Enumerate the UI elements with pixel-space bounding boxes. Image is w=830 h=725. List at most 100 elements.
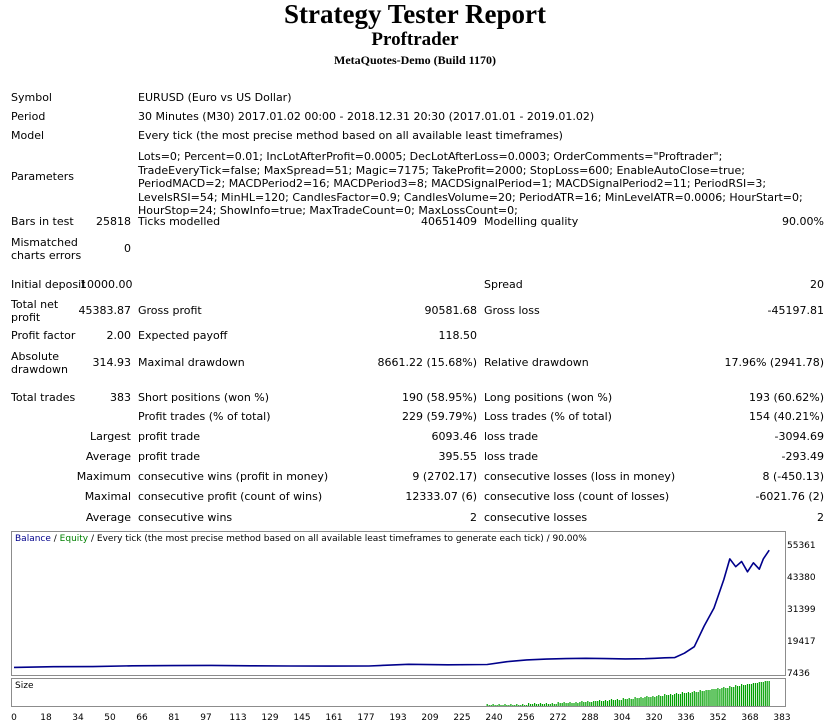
size-bar xyxy=(711,689,713,706)
size-bar xyxy=(705,690,707,706)
quality-value: 90.00% xyxy=(782,215,824,228)
size-bar xyxy=(750,684,753,706)
x-tick-label: 66 xyxy=(136,713,148,723)
size-bar xyxy=(532,704,534,706)
x-tick-label: 34 xyxy=(72,713,84,723)
size-bar xyxy=(614,700,616,706)
size-bar xyxy=(549,704,551,706)
size-bar xyxy=(543,704,545,706)
maximal-consec-profit-value: 12333.07 (6) xyxy=(405,490,477,503)
size-bar xyxy=(717,688,719,706)
profit-trades-label: Profit trades (% of total) xyxy=(138,410,271,423)
size-bar xyxy=(488,705,490,706)
avg-consec-wins-value: 2 xyxy=(470,511,477,524)
size-bar xyxy=(612,700,614,706)
maxdd-label: Maximal drawdown xyxy=(138,356,245,369)
largest-loss-label: loss trade xyxy=(484,430,539,443)
size-bar xyxy=(723,687,725,706)
size-bar xyxy=(650,697,652,706)
size-bar xyxy=(731,687,733,706)
y-tick-label: 55361 xyxy=(787,541,816,551)
size-bar xyxy=(677,694,680,706)
size-bar xyxy=(746,684,749,706)
x-tick-label: 81 xyxy=(168,713,180,723)
size-bar xyxy=(604,700,607,706)
y-tick-label: 43380 xyxy=(787,573,816,583)
loss-trades-label: Loss trades (% of total) xyxy=(484,410,612,423)
size-bar xyxy=(666,695,668,706)
size-bar xyxy=(756,683,758,706)
legend-description: / Every tick (the most precise method ba… xyxy=(88,534,587,544)
size-bar xyxy=(735,685,737,706)
avg-consec-losses-label: consecutive losses xyxy=(484,511,588,524)
spread-value: 20 xyxy=(810,278,824,291)
size-bar xyxy=(530,704,532,706)
size-bar xyxy=(679,694,682,706)
average-loss-value: -293.49 xyxy=(781,450,824,463)
size-bar xyxy=(640,697,642,706)
size-bar xyxy=(506,705,508,706)
size-bar xyxy=(752,683,754,706)
size-bar xyxy=(616,699,618,706)
size-bar xyxy=(565,703,567,706)
average2-label: Average xyxy=(85,511,131,524)
size-bar xyxy=(553,704,555,706)
reldd-value: 17.96% (2941.78) xyxy=(724,356,824,369)
size-bar xyxy=(733,687,735,706)
size-bar xyxy=(758,682,760,706)
size-bar xyxy=(622,698,624,706)
long-value: 193 (60.62%) xyxy=(748,391,824,404)
size-bar xyxy=(683,693,685,706)
size-bar xyxy=(514,705,516,706)
legend-balance: Balance xyxy=(15,534,51,544)
size-bar xyxy=(522,704,524,706)
size-bar xyxy=(693,691,695,706)
short-label: Short positions (won %) xyxy=(138,391,270,404)
size-bar xyxy=(589,702,591,706)
size-bar xyxy=(486,704,488,706)
grossloss-value: -45197.81 xyxy=(767,304,824,317)
size-bar xyxy=(581,701,583,706)
mismatch-value: 0 xyxy=(124,242,131,255)
size-bar xyxy=(585,702,587,706)
size-bar xyxy=(713,689,715,706)
size-bar xyxy=(563,702,565,706)
size-bar xyxy=(739,686,741,706)
loss-trades-value: 154 (40.21%) xyxy=(748,410,824,423)
size-bar xyxy=(591,702,593,706)
max-consec-wins-value: 9 (2702.17) xyxy=(412,470,477,483)
size-bar xyxy=(737,686,739,706)
chart-legend: Balance / Equity / Every tick (the most … xyxy=(15,534,587,545)
x-tick-label: 320 xyxy=(645,713,663,723)
largest-profit-label: profit trade xyxy=(138,430,201,443)
largest-label: Largest xyxy=(90,430,131,443)
size-bar xyxy=(656,696,658,706)
size-bar xyxy=(685,693,687,706)
size-bar xyxy=(595,701,597,706)
parameters-value: Lots=0; Percent=0.01; IncLotAfterProfit=… xyxy=(138,150,803,217)
x-tick-label: 50 xyxy=(104,713,116,723)
size-bar xyxy=(709,690,711,706)
size-bar xyxy=(504,704,506,706)
largest-profit-value: 6093.46 xyxy=(431,430,478,443)
netprofit-label: Total net profit xyxy=(11,298,59,324)
x-tick-label: 368 xyxy=(741,713,759,723)
pf-value: 2.00 xyxy=(106,329,132,342)
short-value: 190 (58.95%) xyxy=(401,391,477,404)
size-bar xyxy=(630,699,632,706)
grossprofit-label: Gross profit xyxy=(138,304,202,317)
size-bar xyxy=(599,700,601,706)
size-bar xyxy=(725,688,727,706)
spread-label: Spread xyxy=(484,278,523,291)
size-bar xyxy=(573,703,575,706)
x-tick-label: 113 xyxy=(229,713,247,723)
size-bar xyxy=(587,701,589,706)
size-bar xyxy=(719,689,721,706)
trades-value: 383 xyxy=(110,391,131,404)
avg-consec-losses-value: 2 xyxy=(817,511,824,524)
reldd-label: Relative drawdown xyxy=(484,356,589,369)
size-bar xyxy=(760,682,762,706)
size-bar xyxy=(500,705,502,706)
max-consec-wins-label: consecutive wins (profit in money) xyxy=(138,470,329,483)
size-bar xyxy=(512,705,514,706)
